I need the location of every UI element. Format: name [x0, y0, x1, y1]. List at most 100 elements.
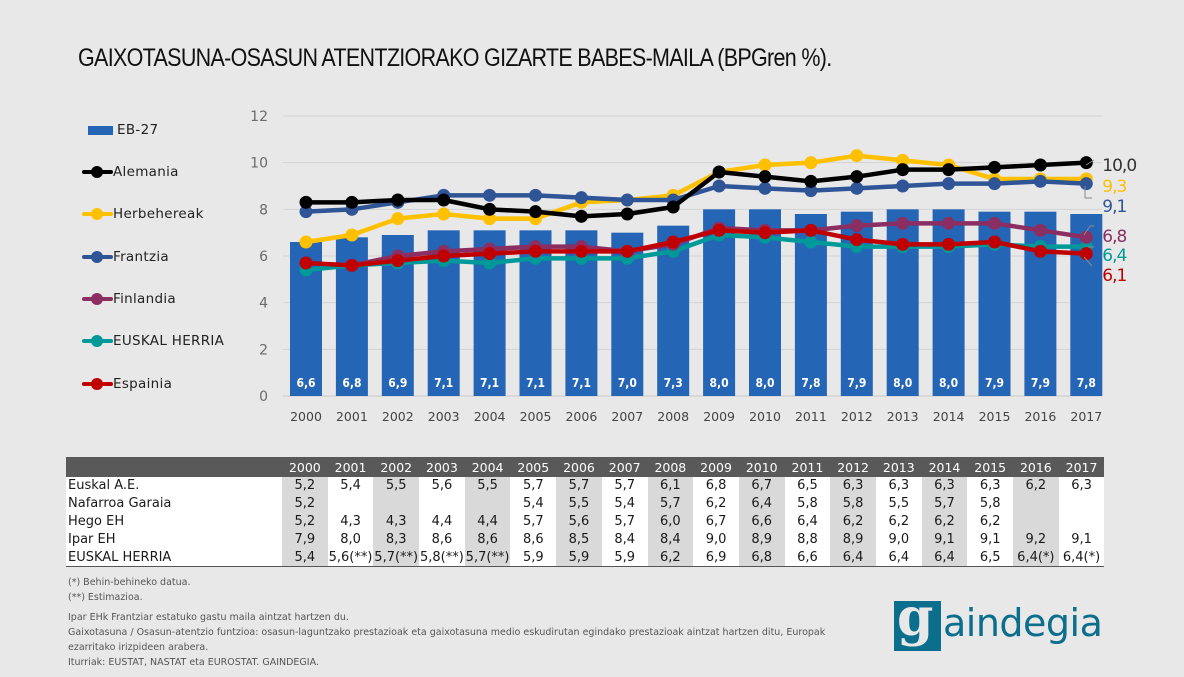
table-cell: 8,4 — [647, 530, 694, 549]
table-header-year: 2006 — [556, 457, 602, 477]
point-frantzia — [850, 181, 864, 195]
legend-label: EB-27 — [117, 122, 159, 138]
point-espainia — [437, 249, 451, 263]
table-header-row: 2000 2001 2002 2003 2004 2005 2006 2007 2008 2009… — [66, 457, 1105, 477]
table-cell: 6,2 — [830, 512, 876, 531]
point-alemania — [804, 174, 818, 188]
table-cell: 5,4 — [327, 477, 374, 495]
chart-plot: 0 2 4 6 8 10 12 6,6 6,8 6,9 7,1 7,1 7,1 7,1 7,0 7,3 8,0 8… — [250, 109, 1137, 424]
table-cell: 8,5 — [556, 530, 602, 549]
point-alemania — [1079, 156, 1093, 170]
bar-data-label: 7,8 — [1077, 376, 1096, 390]
x-tick-label: 2013 — [887, 409, 919, 424]
y-tick-label: 6 — [259, 249, 268, 265]
table-cell: 5,2 — [282, 494, 328, 513]
point-euskal-herria — [804, 235, 818, 249]
table-row: Ipar EH 7,9 8,0 8,3 8,6 8,6 8,6 8,5 8,4 8,4 9,0 8,9… — [66, 530, 1105, 549]
end-label-herbehereak: 9,3 — [1102, 177, 1126, 197]
table-header-year: 2011 — [784, 457, 831, 477]
y-tick-label: 8 — [259, 202, 268, 218]
y-tick-label: 12 — [250, 109, 268, 125]
x-tick-label: 2015 — [979, 409, 1011, 424]
point-frantzia — [1033, 174, 1047, 188]
table-header-year: 2001 — [327, 457, 374, 477]
table-cell: 5,6(**) — [327, 548, 374, 567]
leader-line-alemania — [1085, 159, 1095, 166]
table-cell: 8,8 — [784, 530, 831, 549]
table-row-label: Ipar EH — [66, 530, 282, 549]
legend-line-marker-icon — [82, 334, 113, 348]
point-euskal-herria — [483, 256, 497, 270]
bar-data-label: 6,9 — [388, 376, 407, 390]
table-cell: 5,5 — [875, 494, 922, 513]
table-cell: 9,0 — [693, 530, 739, 549]
bar-data-label: 7,9 — [847, 376, 866, 390]
table-cell: 5,5 — [464, 477, 511, 495]
table-cell: 6,1 — [647, 477, 694, 495]
point-alemania — [896, 163, 910, 177]
x-tick-label: 2010 — [749, 409, 781, 424]
y-tick-label: 2 — [259, 342, 268, 358]
legend-item-frantzia: Frantzia — [82, 247, 169, 267]
legend-label: Espainia — [113, 376, 173, 392]
table-cell: 9,1 — [1058, 530, 1105, 549]
bar-data-label: 7,8 — [801, 376, 820, 390]
table-cell: 6,4(*) — [1013, 548, 1059, 567]
table-cell: 6,4 — [875, 548, 922, 567]
table-cell: 6,3 — [921, 477, 968, 495]
point-espainia — [391, 254, 405, 268]
table-cell: 8,0 — [327, 530, 374, 549]
point-frantzia — [483, 188, 497, 202]
legend-label: Finlandia — [113, 291, 176, 307]
data-table: 2000 2001 2002 2003 2004 2005 2006 2007 2008 2009… — [66, 457, 1105, 567]
table-cell: 5,7 — [921, 494, 968, 513]
point-alemania — [345, 195, 359, 209]
point-herbehereak — [850, 149, 864, 163]
point-espainia — [574, 244, 588, 258]
x-tick-label: 2006 — [565, 409, 597, 424]
legend-item-herbehereak: Herbehereak — [82, 204, 204, 224]
footnotes: (*) Behin-behineko datua. (**) Estimazio… — [68, 575, 868, 670]
table-cell: 6,9 — [693, 548, 739, 567]
note-function-cont: ezarritako irizpideen arabera. — [68, 642, 209, 653]
point-frantzia — [988, 177, 1001, 191]
point-espainia — [804, 223, 818, 237]
point-espainia — [712, 223, 726, 237]
point-espainia — [620, 244, 634, 258]
bar-data-label: 7,3 — [664, 376, 683, 390]
table-cell: 6,4 — [921, 548, 968, 567]
legend-item-finlandia: Finlandia — [82, 289, 176, 309]
table-cell — [1058, 512, 1105, 531]
point-alemania — [391, 193, 405, 207]
note-estimate: (**) Estimazioa. — [68, 592, 143, 603]
table-cell: 5,6 — [556, 512, 602, 531]
table-cell: 5,4 — [282, 548, 328, 567]
legend-line-marker-icon — [82, 377, 113, 391]
x-tick-label: 2004 — [474, 409, 506, 424]
table-cell: 6,4 — [738, 494, 785, 513]
point-frantzia — [804, 184, 818, 198]
point-espainia — [666, 235, 680, 249]
table-cell: 6,3 — [875, 477, 922, 495]
table-cell: 9,2 — [1013, 530, 1059, 549]
table-cell: 6,8 — [738, 548, 785, 567]
table-cell: 8,9 — [830, 530, 876, 549]
legend-label: Herbehereak — [113, 206, 204, 222]
point-espainia — [1033, 244, 1047, 258]
table-cell: 6,6 — [738, 512, 785, 531]
table-row: Hego EH 5,2 4,3 4,3 4,4 4,4 5,7 5,6 5,7 6,0 6,7 6,6… — [66, 512, 1105, 531]
legend-bar-swatch-icon — [86, 123, 117, 137]
point-frantzia — [896, 179, 910, 193]
point-espainia — [529, 244, 542, 258]
table-cell: 5,5 — [556, 494, 602, 513]
point-finlandia — [1079, 230, 1093, 244]
table-cell: 5,8(**) — [419, 548, 465, 567]
table-header-year: 2017 — [1058, 457, 1105, 477]
point-espainia — [758, 226, 772, 240]
end-label-euskal-herria: 6,4 — [1102, 246, 1126, 266]
table-cell: 5,7 — [601, 512, 648, 531]
point-finlandia — [896, 216, 910, 230]
legend-item-eb-27: EB-27 — [86, 120, 158, 140]
note-ipar-eh: Ipar EHk Frantziar estatuko gastu maila … — [68, 612, 349, 623]
point-frantzia — [299, 205, 313, 219]
